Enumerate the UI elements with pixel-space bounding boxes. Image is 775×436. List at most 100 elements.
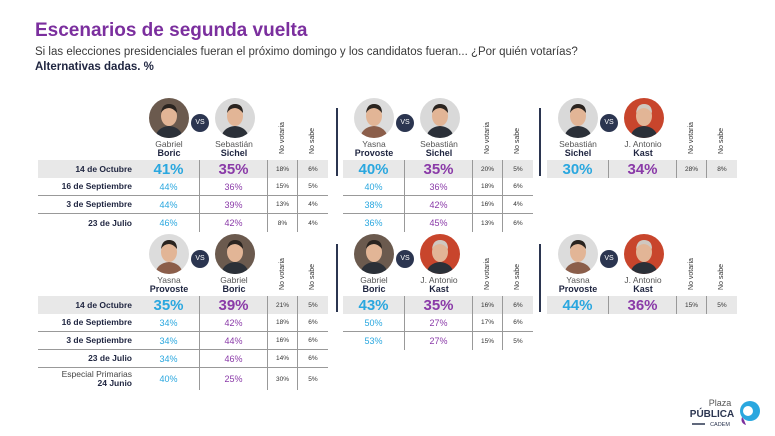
candidate-a-value: 44% [547,296,609,314]
row-date-label: 3 de Septiembre [38,196,138,213]
row-date: 3 de Septiembre [66,335,132,345]
no-sabe-value: 5% [513,337,523,345]
no-sabe-value: 5% [308,301,318,309]
no-votaria-value: 16% [473,196,503,213]
candidate-a-photo [354,98,394,138]
no-sabe-value: 6% [513,319,523,326]
candidate-b-name: Sebastián Sichel [405,140,473,158]
no-sabe-value: 6% [513,219,523,227]
table-row: 16 de Septiembre 34% 42% 18% 6% [38,314,328,332]
matchup-panel: VS Sebastián Sichel J. Antonio Kast No votari… [547,98,737,178]
candidate-b-value: 45% [405,214,473,232]
candidate-last-name: Kast [429,284,449,294]
candidate-last-name: Kast [633,148,653,158]
candidate-a-value: 34% [138,314,200,331]
candidate-b-value: 44% [200,332,268,349]
candidate-a-value: 46% [138,214,200,232]
table-row: Especial Primarias 24 Junio 40% 25% 30% 5% [38,368,328,390]
candidate-a-photo [354,234,394,274]
candidate-b-photo [624,234,664,274]
table-row: 16 de Septiembre 44% 36% 15% 5% [38,178,328,196]
candidate-b-value: 42% [405,196,473,213]
no-votaria-value: 17% [473,314,503,331]
no-votaria-value: 16% [473,296,503,314]
candidate-b-value: 42% [200,314,268,331]
no-votaria-value: 28% [677,160,707,178]
no-votaria-header: No votaria [688,258,695,290]
candidate-b-value: 34% [609,160,677,178]
candidate-a-value: 40% [138,368,200,390]
latest-result-row: 14 de Octubre 41% 35% 18% 6% [38,160,328,178]
table-row: 40% 36% 18% 6% [343,178,533,196]
candidate-b-photo [420,98,460,138]
matchup-header: VS Yasna Provoste J. Antonio Kast No votaria N… [547,234,737,296]
note-text: Alternativas dadas. % [35,61,154,73]
matchup-header: VS Gabriel Boric Sebastián Sichel No votaria N… [38,98,328,160]
no-sabe-header: No sabe [514,263,521,290]
no-sabe-header: No sabe [718,263,725,290]
candidate-a-value: 53% [343,332,405,350]
page-title: Escenarios de segunda vuelta [35,20,308,41]
svg-text:Plaza: Plaza [709,398,732,408]
candidate-b-value: 36% [200,178,268,195]
candidate-first-name: Sebastián [215,139,253,149]
no-sabe-value: 5% [717,301,727,309]
matchup-panel: VS Gabriel Boric J. Antonio Kast No votaria No… [343,234,533,350]
no-sabe-value: 6% [308,355,318,362]
no-sabe-value: 6% [513,183,523,190]
table-row: 3 de Septiembre 44% 39% 13% 4% [38,196,328,214]
no-votaria-header: No votaria [279,122,286,154]
candidate-a-value: 43% [343,296,405,314]
matchup-panel: VS Gabriel Boric Sebastián Sichel No votaria N… [38,98,328,232]
candidate-a-name: Gabriel Boric [343,276,405,294]
candidate-last-name: Sichel [220,148,248,158]
plaza-publica-cadem-logo: Plaza PÚBLICA CADEM [690,395,770,431]
row-date: 16 de Septiembre [61,181,132,191]
svg-text:PÚBLICA: PÚBLICA [690,407,734,420]
candidate-last-name: Kast [633,284,653,294]
candidate-first-name: Yasna [566,275,590,285]
latest-result-row: 30% 34% 28% 8% [547,160,737,178]
row-date: 14 de Octubre [75,299,132,310]
candidate-first-name: J. Antonio [624,139,662,149]
no-sabe-value: 5% [513,165,523,173]
row-date: 23 de Julio [88,353,132,363]
candidate-last-name: Provoste [558,284,598,294]
candidate-last-name: Sichel [425,148,453,158]
matchup-header: VS Yasna Provoste Sebastián Sichel No votaria… [343,98,533,160]
no-votaria-value: 20% [473,160,503,178]
panel-separator [336,108,338,176]
table-row: 36% 45% 13% 6% [343,214,533,232]
latest-result-row: 43% 35% 16% 6% [343,296,533,314]
row-date: 3 de Septiembre [66,199,132,209]
row-date: 14 de Octubre [75,163,132,174]
candidate-a-name: Yasna Provoste [547,276,609,294]
candidate-a-value: 40% [343,160,405,178]
candidate-b-value: 25% [200,368,268,390]
candidate-a-value: 30% [547,160,609,178]
table-row: 50% 27% 17% 6% [343,314,533,332]
candidate-b-value: 42% [200,214,268,232]
candidate-b-photo [215,98,255,138]
matchup-header: VS Sebastián Sichel J. Antonio Kast No votari… [547,98,737,160]
row-date: 24 Junio [97,378,132,388]
candidate-b-value: 39% [200,296,268,314]
panel-separator [336,244,338,312]
candidate-b-value: 39% [200,196,268,213]
row-date-label: 14 de Octubre [38,160,138,178]
no-votaria-value: 13% [268,196,298,213]
no-votaria-header: No votaria [279,258,286,290]
candidate-b-value: 46% [200,350,268,367]
no-votaria-value: 15% [268,178,298,195]
matchup-header: VS Yasna Provoste Gabriel Boric No votaria No … [38,234,328,296]
no-sabe-value: 6% [513,301,523,309]
candidate-a-value: 44% [138,196,200,213]
matchup-panel: VS Yasna Provoste J. Antonio Kast No votaria N… [547,234,737,314]
no-sabe-value: 4% [308,219,318,227]
matchup-header: VS Gabriel Boric J. Antonio Kast No votaria No… [343,234,533,296]
no-sabe-value: 5% [308,183,318,190]
candidate-last-name: Sichel [564,148,592,158]
candidate-a-value: 44% [138,178,200,195]
row-date-label: 23 de Julio [38,350,138,367]
table-row: 23 de Julio 34% 46% 14% 6% [38,350,328,368]
